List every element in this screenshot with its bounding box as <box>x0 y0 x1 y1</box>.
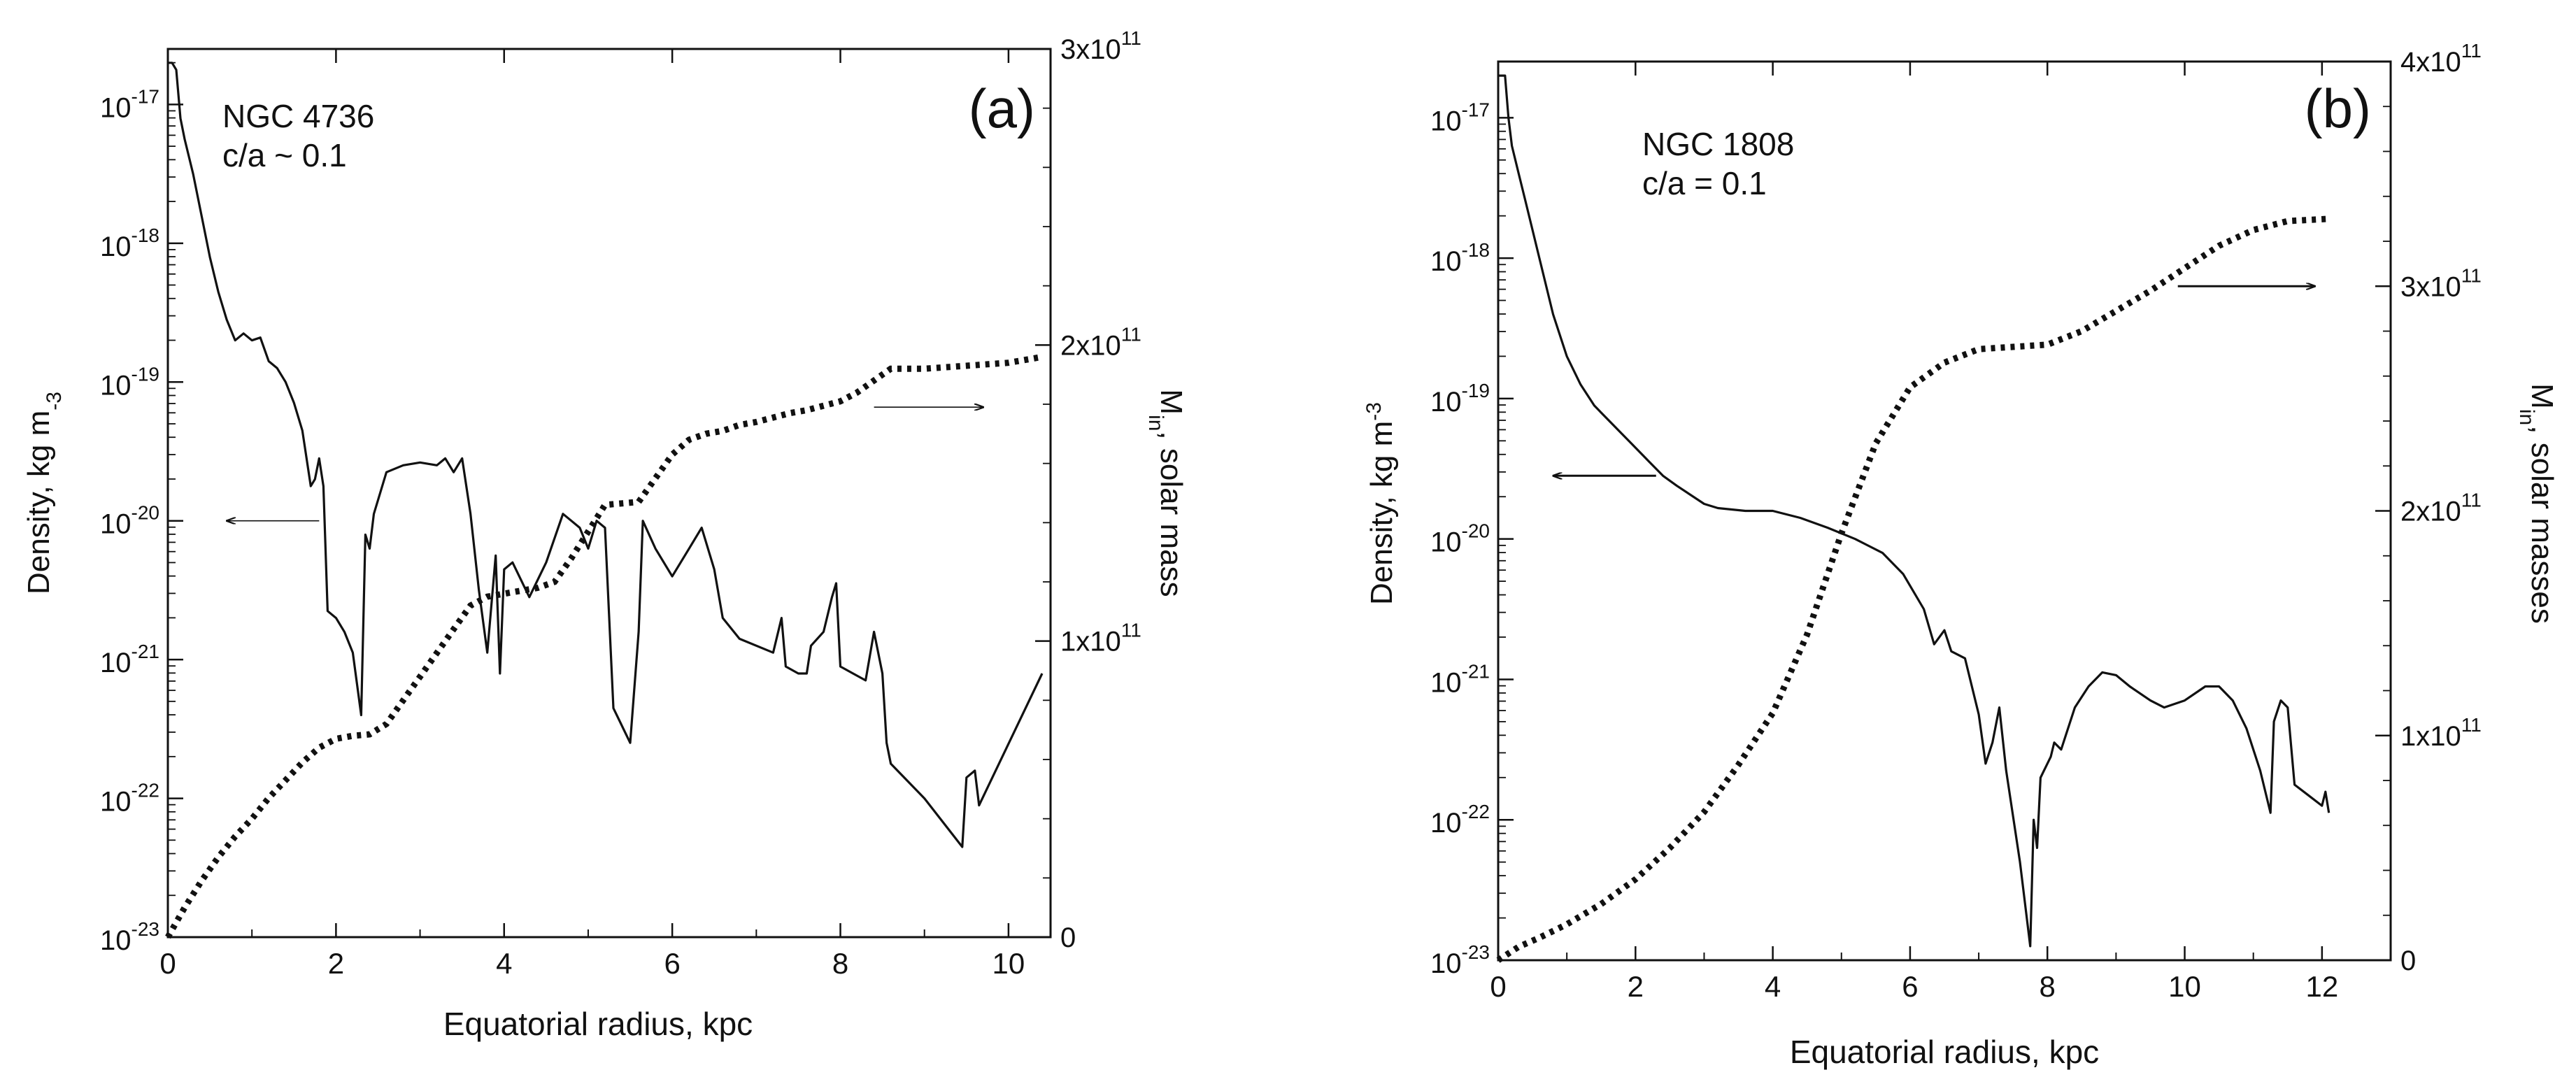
panel-b-ytick-right-label: 1x1011 <box>2400 714 2482 752</box>
panel-b-ytick-right-label: 0 <box>2400 946 2416 976</box>
panel-b-series <box>1496 74 2331 963</box>
panel-a-xlabel: Equatorial radius, kpc <box>443 1006 753 1042</box>
panel-a-ytick-left-label: 10-19 <box>100 363 159 401</box>
panel-a-ytick-right-label: 2x1011 <box>1060 323 1141 361</box>
panel-a-ytick-right-label: 1x1011 <box>1060 620 1141 657</box>
panel-b-ytick-right-label: 4x1011 <box>2400 40 2482 78</box>
panel-b-ytick-right-label: 2x1011 <box>2400 490 2482 527</box>
panel-b-ytick-left-label: 10-23 <box>1430 941 1490 979</box>
panel-a-ticks: 0 2 4 6 8 10 10-23 10-22 10-21 10-20 10-19 10-18 10-… <box>100 27 1141 980</box>
panel-b-ytick-left-label: 10-21 <box>1430 660 1490 698</box>
panel-a-ytick-left-label: 10-22 <box>100 780 159 818</box>
panel-a-ylabel-right: Min, solar mass <box>1145 389 1189 597</box>
panel-a-ytick-right-label: 3x1011 <box>1060 27 1141 65</box>
panel-a-arrows <box>227 407 983 520</box>
panel-b-xtick-label: 8 <box>2040 970 2056 1003</box>
panel-b-xtick-label: 0 <box>1490 970 1506 1003</box>
panel-a-series-density <box>168 62 1044 848</box>
panel-b-xtick-label: 12 <box>2305 970 2338 1003</box>
panel-b-series-density <box>1498 74 2331 948</box>
panel-a-ytick-left-label: 10-23 <box>100 918 159 956</box>
panel-a-series <box>165 62 1044 939</box>
panel-b-label: (b) <box>2305 78 2371 139</box>
panel-a-ytick-left-label: 10-17 <box>100 85 159 123</box>
panel-b-ytick-left-label: 10-18 <box>1430 239 1490 277</box>
panel-a-xtick-label: 6 <box>664 947 680 980</box>
panel-b-arrows <box>1553 286 2316 476</box>
panel-b-ytick-left-label: 10-20 <box>1430 520 1490 558</box>
panel-a-xtick-label: 0 <box>159 947 176 980</box>
panel-b-frame <box>1497 60 2392 962</box>
panel-a-xtick-label: 4 <box>496 947 512 980</box>
panel-b-ylabel-left: Density, kg m-3 <box>1362 402 1400 605</box>
panel-b-annotation-galaxy: NGC 1808 <box>1642 126 1794 162</box>
panel-b-xtick-label: 10 <box>2168 970 2201 1003</box>
panel-a-xtick-label: 10 <box>992 947 1025 980</box>
panel-b: 0 2 4 6 8 10 12 10-23 10-22 10-21 10-20 10-19 10-18 1… <box>1362 40 2560 1070</box>
panel-b-ytick-right-label: 3x1011 <box>2400 264 2482 302</box>
panel-b-xlabel: Equatorial radius, kpc <box>1790 1034 2099 1070</box>
panel-b-xtick-label: 2 <box>1628 970 1644 1003</box>
panel-b-series-mass <box>1496 215 2329 963</box>
panel-b-ylabel-right: Min, solar masses <box>2516 383 2560 624</box>
panel-a-annotation-ratio: c/a ~ 0.1 <box>222 137 347 173</box>
panel-a-ylabel-left: Density, kg m-3 <box>22 392 66 594</box>
panel-a-frame <box>166 48 1052 939</box>
panel-a: 0 2 4 6 8 10 10-23 10-22 10-21 10-20 10-19 10-18 10-… <box>22 27 1188 1042</box>
panel-b-xtick-label: 4 <box>1765 970 1781 1003</box>
panel-b-ytick-left-label: 10-17 <box>1430 99 1490 136</box>
panel-a-series-mass <box>165 353 1043 939</box>
panel-b-annotation-ratio: c/a = 0.1 <box>1642 165 1767 201</box>
panel-a-ytick-right-label: 0 <box>1060 922 1076 953</box>
panel-a-xtick-label: 8 <box>832 947 848 980</box>
panel-b-ticks: 0 2 4 6 8 10 12 10-23 10-22 10-21 10-20 10-19 10-18 1… <box>1430 40 2482 1003</box>
panel-b-xtick-label: 6 <box>1902 970 1918 1003</box>
panel-a-ytick-left-label: 10-21 <box>100 641 159 678</box>
panel-a-ytick-left-label: 10-20 <box>100 502 159 540</box>
panel-a-ytick-left-label: 10-18 <box>100 224 159 262</box>
panel-a-label: (a) <box>969 78 1035 139</box>
panel-b-ytick-left-label: 10-22 <box>1430 801 1490 839</box>
panel-a-xtick-label: 2 <box>328 947 344 980</box>
panel-a-annotation-galaxy: NGC 4736 <box>222 98 374 134</box>
panel-b-ytick-left-label: 10-19 <box>1430 380 1490 418</box>
